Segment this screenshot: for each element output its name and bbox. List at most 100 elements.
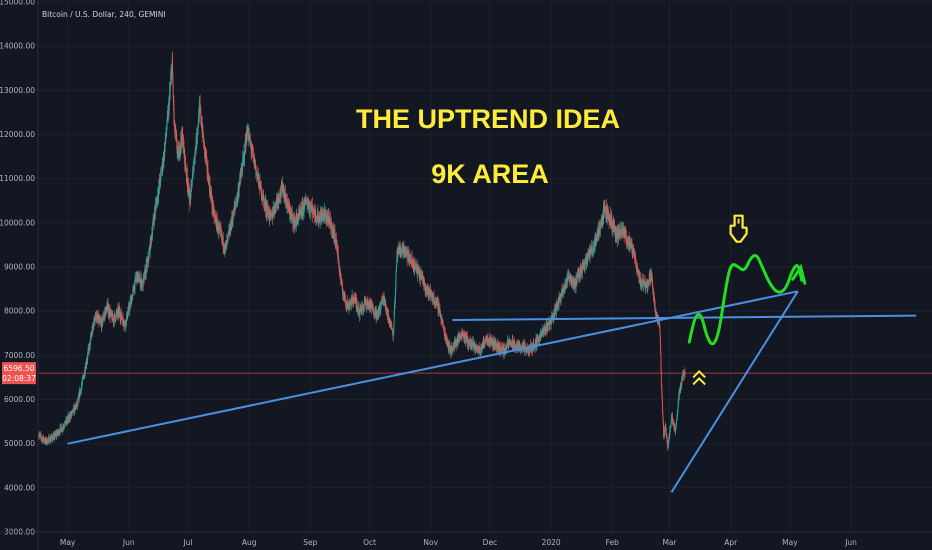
x-tick-label: May xyxy=(60,538,76,547)
candle-body xyxy=(555,312,557,314)
candle-body xyxy=(589,250,591,256)
candle-body xyxy=(317,213,319,222)
candle-body xyxy=(239,176,241,179)
candle-body xyxy=(339,268,341,275)
candle-body xyxy=(682,374,684,377)
candle-body xyxy=(96,315,97,320)
candle-body xyxy=(506,347,508,351)
candle-body xyxy=(229,223,231,232)
candle-body xyxy=(388,314,390,320)
candle-body xyxy=(157,193,159,201)
candle-body xyxy=(385,304,387,309)
candle-body xyxy=(101,318,103,328)
candle-body xyxy=(468,342,470,346)
candle-body xyxy=(325,213,327,220)
candle-body xyxy=(480,347,482,353)
candle-body xyxy=(383,301,385,303)
candle-body xyxy=(106,305,108,311)
candle-body xyxy=(498,346,500,348)
candle-body xyxy=(135,279,137,280)
candle-body xyxy=(477,347,479,349)
candle-body xyxy=(587,256,589,260)
candle-body xyxy=(415,264,417,269)
x-tick-label: Jun xyxy=(844,538,857,547)
candle-body xyxy=(153,219,154,222)
candle-body xyxy=(596,233,598,240)
candle-body xyxy=(123,324,125,326)
candle-body xyxy=(646,286,648,288)
candle-body xyxy=(519,344,521,348)
candle-body xyxy=(655,309,657,313)
candle-body xyxy=(214,216,216,218)
candle-body xyxy=(237,193,239,199)
candle-body xyxy=(394,296,396,304)
candle-body xyxy=(345,301,347,304)
candle-body xyxy=(403,250,405,253)
candle-body xyxy=(223,247,225,250)
candle-body xyxy=(591,249,593,255)
candle-body xyxy=(333,228,335,238)
candle-body xyxy=(260,186,262,197)
candle-body xyxy=(349,305,350,306)
candle-body xyxy=(340,274,342,281)
candle-body xyxy=(487,337,489,344)
candle-body xyxy=(555,309,557,314)
candle-body xyxy=(513,341,515,343)
candle-body xyxy=(436,300,438,303)
candle-body xyxy=(571,281,572,284)
candle-body xyxy=(678,394,680,402)
candle-body xyxy=(651,281,653,284)
candle-body xyxy=(416,268,418,271)
candle-body xyxy=(604,205,606,208)
candle-body xyxy=(475,349,477,351)
candle-body xyxy=(497,343,499,347)
candle-body xyxy=(608,216,610,221)
candle-body xyxy=(517,347,519,350)
candle-body xyxy=(599,225,601,228)
candle-body xyxy=(159,178,161,182)
candle-body xyxy=(180,138,182,142)
candle-body xyxy=(526,347,528,353)
candle-body xyxy=(48,437,49,440)
candle-body xyxy=(490,340,492,342)
candle-body xyxy=(325,219,327,221)
candle-body xyxy=(330,225,332,230)
candle-body xyxy=(285,194,287,201)
candle-body xyxy=(613,225,615,228)
candle-body xyxy=(431,298,433,300)
candle-body xyxy=(355,298,357,302)
candle-body xyxy=(398,249,400,251)
candle-body xyxy=(540,332,542,336)
candle-body xyxy=(59,427,61,433)
candle-body xyxy=(593,246,595,249)
candle-body xyxy=(175,131,177,135)
candle-body xyxy=(212,200,214,211)
candle-body xyxy=(179,147,181,154)
candle-body xyxy=(652,283,654,291)
candle-body xyxy=(424,280,425,287)
candle-body xyxy=(423,280,425,285)
candle-body xyxy=(111,312,113,316)
candle-body xyxy=(529,346,531,352)
candle-body xyxy=(559,297,561,299)
candle-body xyxy=(255,167,257,171)
candle-body xyxy=(48,437,50,443)
candle-body xyxy=(49,442,50,443)
candle-body xyxy=(118,309,120,315)
candle-body xyxy=(470,342,471,347)
candle-body xyxy=(401,249,403,255)
candle-body xyxy=(64,423,66,427)
candle-body xyxy=(165,136,167,139)
candle-body xyxy=(381,300,383,304)
candle-body xyxy=(456,342,458,345)
candle-body xyxy=(557,301,559,308)
candle-body xyxy=(600,218,602,224)
candle-body xyxy=(485,337,487,341)
candle-body xyxy=(549,320,551,325)
candle-body xyxy=(402,248,404,253)
candle-body xyxy=(413,265,415,267)
candle-body xyxy=(335,238,337,240)
candle-body xyxy=(638,270,640,273)
candle-body xyxy=(598,228,599,234)
candle-body xyxy=(56,433,58,436)
